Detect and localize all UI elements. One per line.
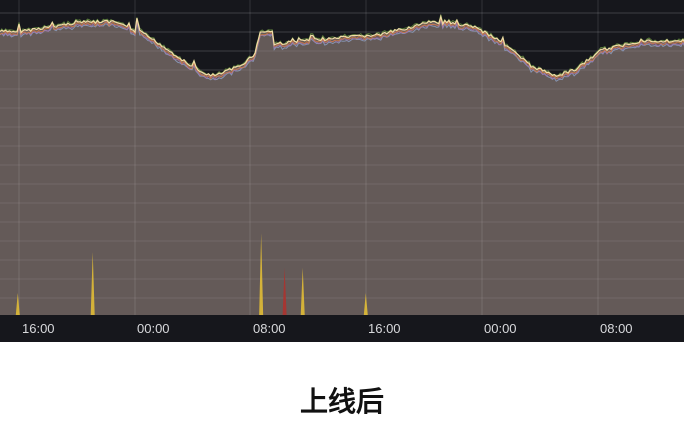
spike-mark: [90, 252, 95, 315]
x-tick-label: 16:00: [22, 321, 55, 336]
spike-mark: [300, 267, 305, 315]
series-line: [0, 18, 684, 82]
stacked-area: [0, 16, 684, 315]
chart-panel: 16:00 00:00 08:00 16:00 00:00 08:00: [0, 0, 684, 342]
x-axis-band: [0, 315, 684, 342]
x-tick-label: 08:00: [600, 321, 633, 336]
series-line: [0, 16, 684, 80]
x-tick-label: 16:00: [368, 321, 401, 336]
spike-mark: [282, 267, 287, 315]
series-line: [0, 14, 684, 77]
x-tick-label: 00:00: [484, 321, 517, 336]
spike-mark: [363, 292, 368, 315]
spike-mark: [15, 292, 20, 315]
x-tick-label: 00:00: [137, 321, 170, 336]
chart-caption: 上线后: [299, 385, 384, 418]
spike-mark: [259, 233, 264, 315]
x-tick-label: 08:00: [253, 321, 286, 336]
chart-plot: [0, 0, 684, 342]
